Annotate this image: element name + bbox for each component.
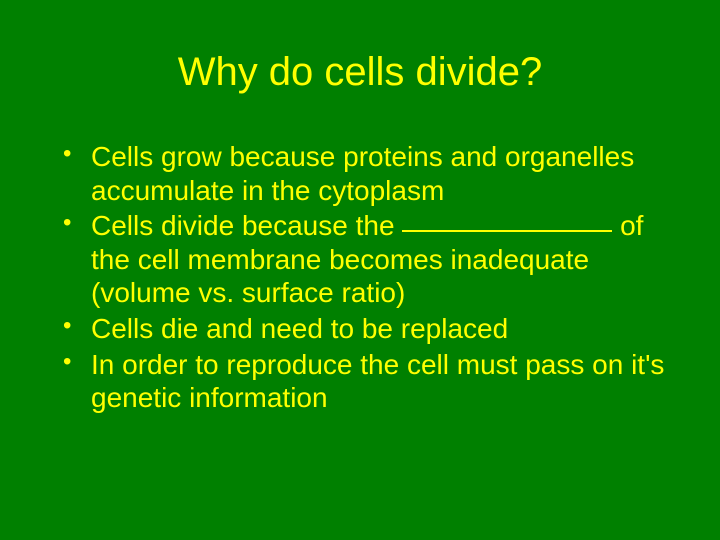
list-item: Cells die and need to be replaced bbox=[91, 312, 665, 346]
list-item: Cells divide because the of the cell mem… bbox=[91, 209, 665, 310]
list-item: In order to reproduce the cell must pass… bbox=[91, 348, 665, 415]
list-item: Cells grow because proteins and organell… bbox=[91, 140, 665, 207]
bullet-list: Cells grow because proteins and organell… bbox=[55, 140, 665, 415]
slide-title: Why do cells divide? bbox=[55, 50, 665, 95]
